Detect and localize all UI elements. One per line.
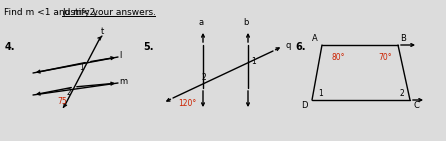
Text: 5.: 5.	[143, 42, 153, 52]
Text: 2: 2	[201, 72, 206, 81]
Text: b: b	[244, 18, 249, 27]
Text: 75: 75	[57, 97, 67, 106]
Text: 4.: 4.	[5, 42, 16, 52]
Text: 1: 1	[318, 90, 323, 99]
Text: 2: 2	[66, 88, 71, 97]
Text: 1: 1	[79, 63, 84, 72]
Text: 1: 1	[251, 58, 256, 67]
Text: C: C	[413, 101, 419, 110]
Text: B: B	[400, 34, 406, 43]
Text: t: t	[101, 27, 104, 36]
Text: q: q	[286, 40, 291, 49]
Text: l: l	[119, 51, 121, 60]
Text: m: m	[119, 78, 127, 86]
Text: 2: 2	[400, 90, 405, 99]
Text: 70°: 70°	[378, 53, 392, 62]
Text: Find m <1 and m<2.: Find m <1 and m<2.	[4, 8, 101, 17]
Text: 6.: 6.	[295, 42, 306, 52]
Text: 120°: 120°	[178, 99, 196, 108]
Text: A: A	[312, 34, 318, 43]
Text: a: a	[198, 18, 203, 27]
Text: Justify your answers.: Justify your answers.	[62, 8, 156, 17]
Text: D: D	[301, 101, 308, 110]
Text: 80°: 80°	[332, 53, 346, 62]
